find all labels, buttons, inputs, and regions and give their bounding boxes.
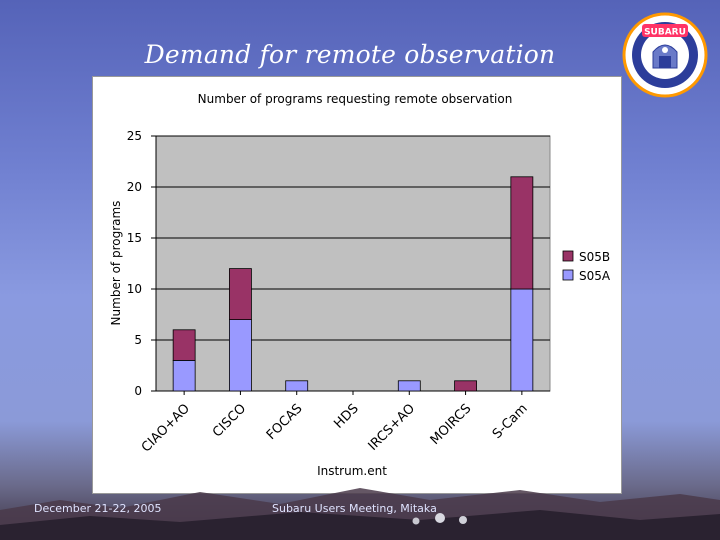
- x-tick-ircs-ao: IRCS+AO: [366, 401, 419, 454]
- x-tick-ciao-ao: CIAO+AO: [139, 401, 193, 455]
- bar-s05b-ciao-ao: [172, 329, 196, 361]
- legend-label-s05a: S05A: [579, 269, 611, 283]
- bar-s05b-s-cam: [510, 176, 534, 290]
- mountain-silhouette: [0, 488, 720, 540]
- x-tick-moircs: MOIRCS: [428, 401, 475, 448]
- x-tick-focas: FOCAS: [264, 401, 306, 443]
- bar-chart: Number of programs requesting remote obs…: [109, 92, 611, 478]
- chart-panel: Number of programs requesting remote obs…: [92, 76, 622, 494]
- x-tick-cisco: CISCO: [210, 401, 249, 440]
- footer-date: December 21-22, 2005: [34, 502, 162, 515]
- y-tick-25: 25: [127, 129, 142, 143]
- footer-event: Subaru Users Meeting, Mitaka: [272, 502, 437, 515]
- bars: [172, 176, 534, 392]
- y-tick-5: 5: [134, 333, 142, 347]
- y-axis-label: Number of programs: [109, 201, 123, 326]
- subaru-logo: SUBARU: [622, 12, 708, 98]
- y-tick-20: 20: [127, 180, 142, 194]
- bar-s05a-focas: [285, 380, 309, 392]
- bar-s05a-ircs-ao: [397, 380, 421, 392]
- x-axis-label: Instrum.ent: [317, 464, 387, 478]
- legend-swatch-s05a: [562, 269, 574, 281]
- chart-title: Number of programs requesting remote obs…: [198, 92, 513, 106]
- x-tick-hds: HDS: [331, 401, 361, 431]
- bar-s05b-cisco: [229, 268, 252, 321]
- logo-text: SUBARU: [644, 28, 686, 38]
- bar-s05a-cisco: [229, 319, 252, 392]
- y-tick-15: 15: [127, 231, 142, 245]
- bar-s05b-moircs: [454, 380, 477, 392]
- x-tick-labels: CIAO+AO CISCO FOCAS HDS IRCS+AO MOIRCS S-Cam: [139, 391, 531, 455]
- bar-s05a-ciao-ao: [172, 359, 196, 392]
- legend-label-s05b: S05B: [579, 250, 610, 264]
- legend-swatch-s05b: [562, 250, 574, 262]
- y-tick-labels: 0 5 10 15 20 25: [127, 129, 142, 398]
- slide-title: Demand for remote observation: [144, 40, 556, 69]
- y-tick-0: 0: [134, 384, 142, 398]
- y-tick-10: 10: [127, 282, 142, 296]
- x-tick-s-cam: S-Cam: [490, 401, 531, 442]
- plot-area: [155, 135, 551, 392]
- bar-s05a-s-cam: [510, 288, 534, 392]
- gridlines: [151, 135, 550, 392]
- legend: S05B S05A: [562, 250, 611, 283]
